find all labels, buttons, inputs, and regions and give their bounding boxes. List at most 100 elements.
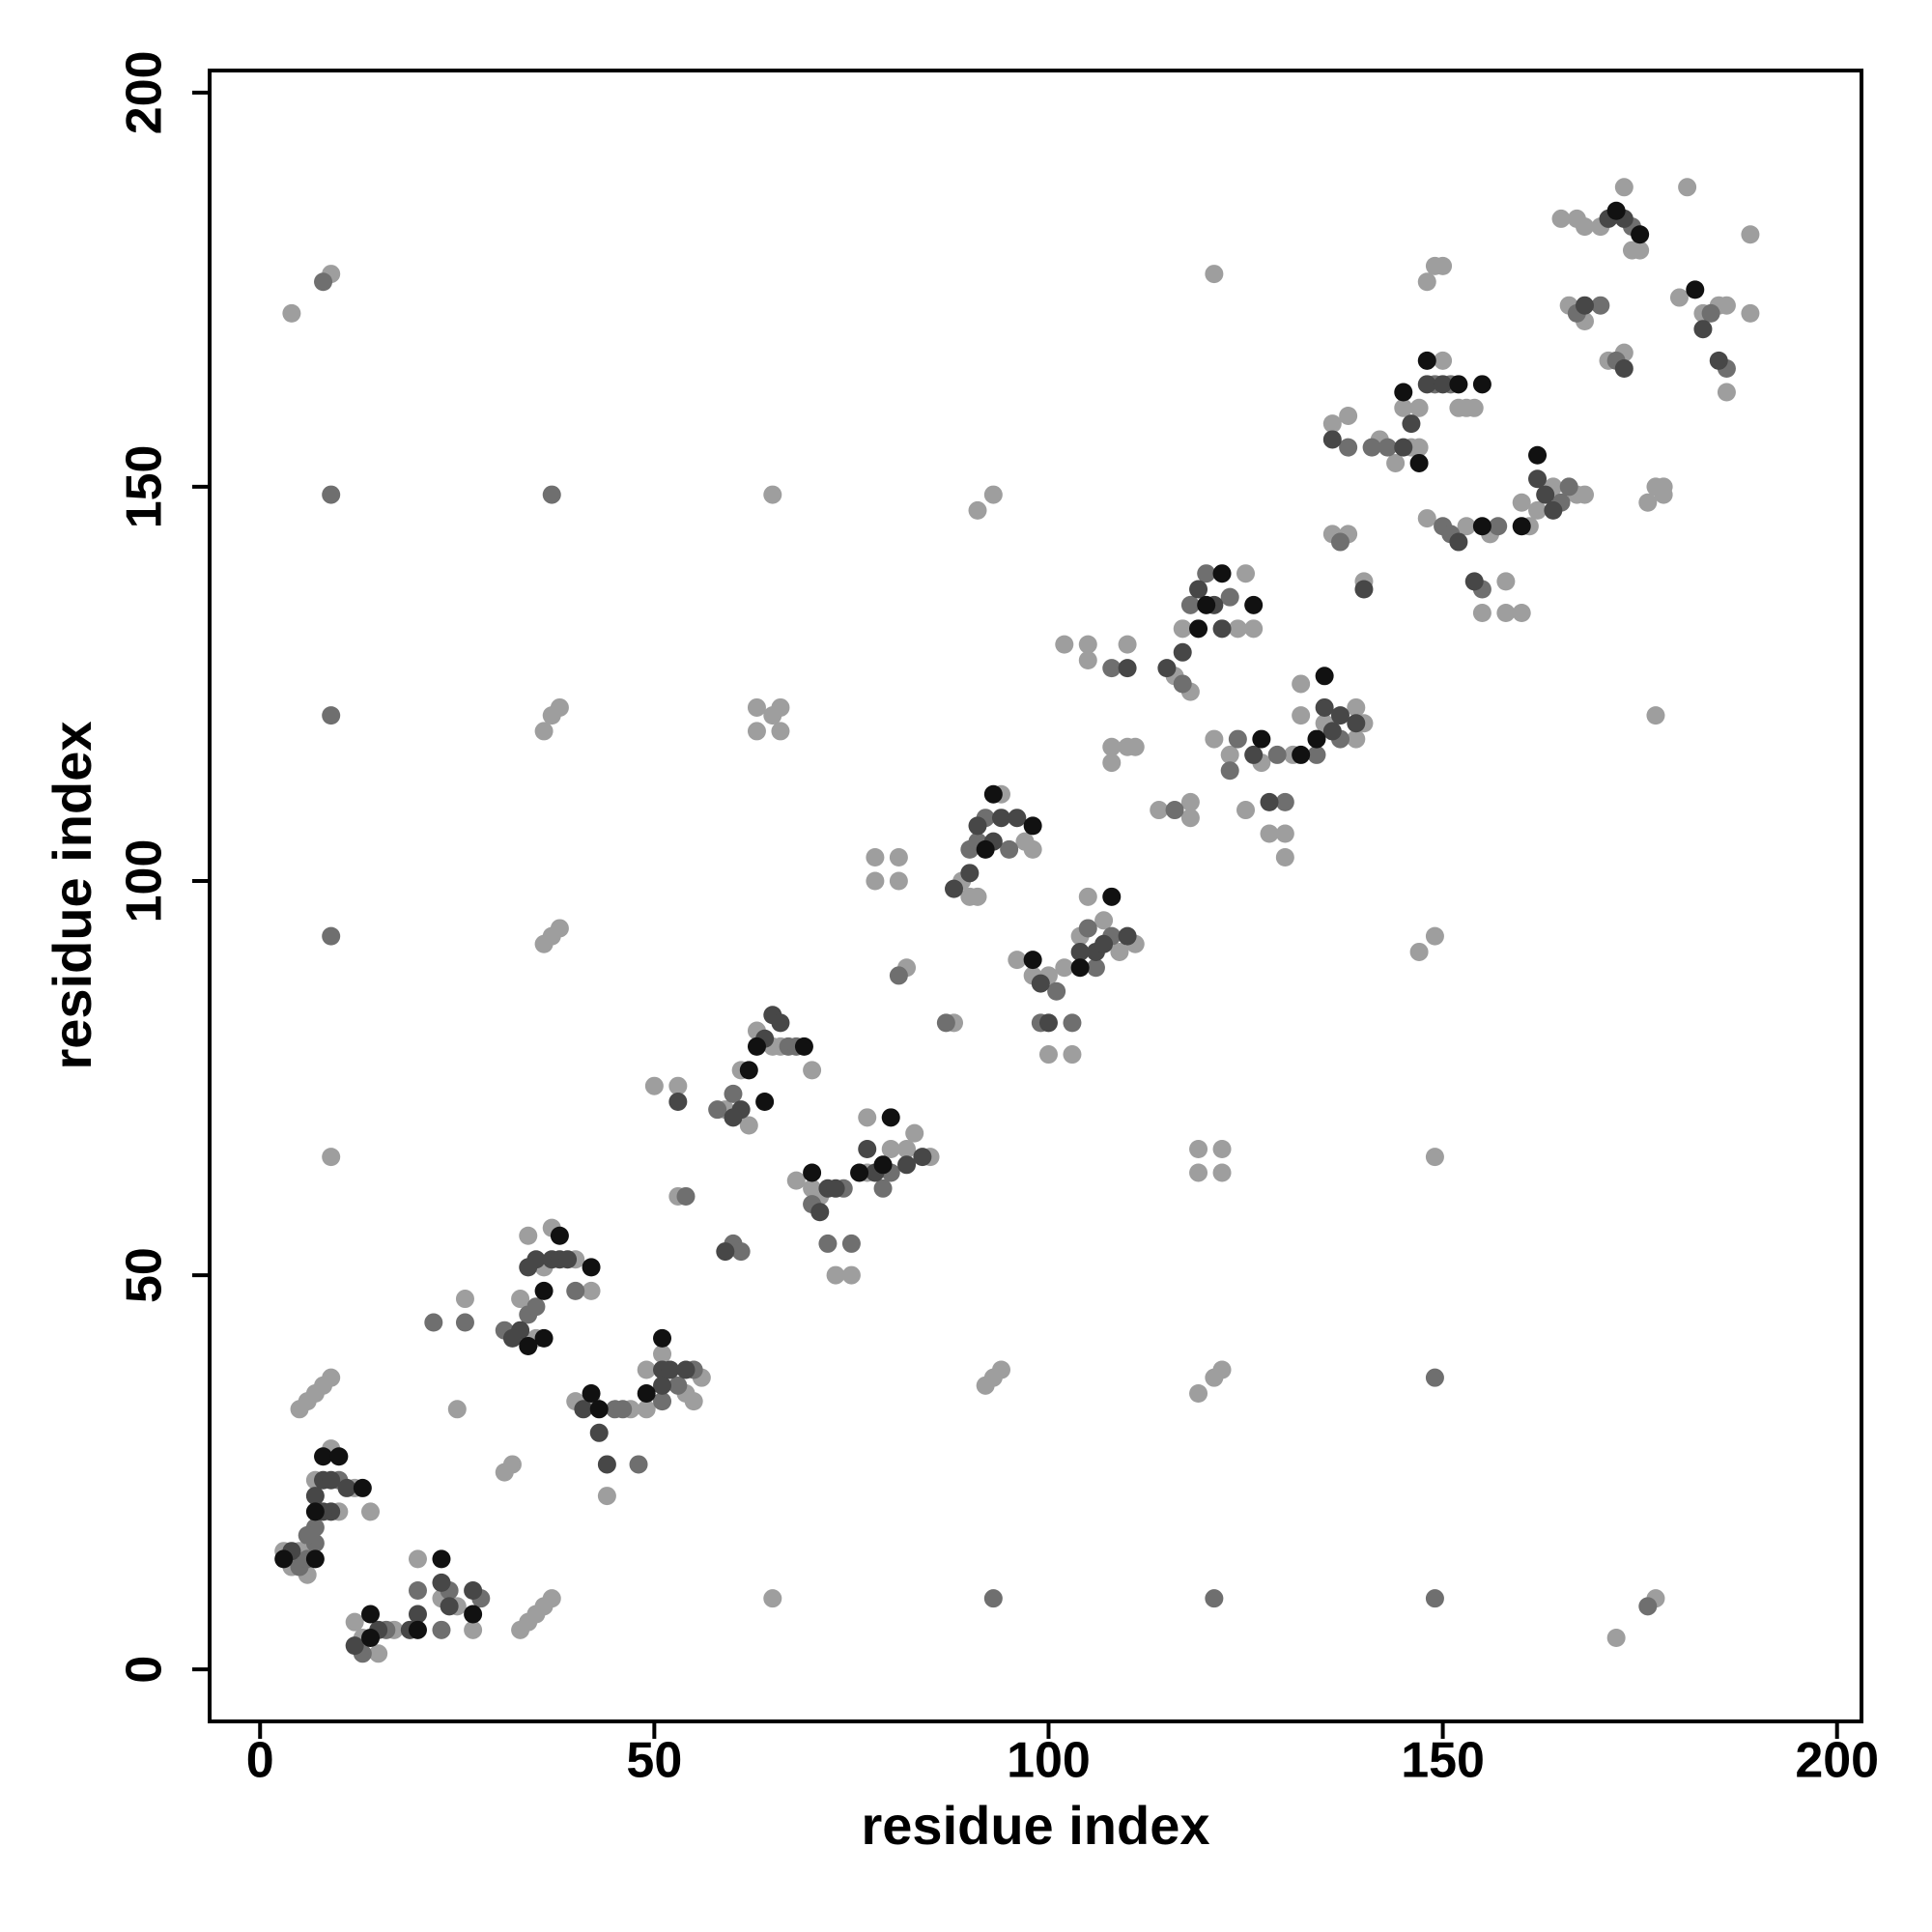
contact-point [1434,375,1453,394]
contact-point [731,1242,751,1262]
contact-point [771,697,790,717]
contact-point [464,1581,483,1601]
contact-point [1669,288,1689,307]
contact-point [305,1502,325,1521]
contact-point [983,784,1003,804]
contact-point [1591,296,1610,315]
contact-point [1606,201,1626,220]
contact-point [976,839,995,859]
contact-point [739,1061,758,1080]
contact-point [1322,414,1342,434]
contact-point [345,1636,364,1656]
contact-point [1394,383,1413,402]
contact-point [1417,351,1436,370]
contact-point [1646,706,1665,725]
contact-point [1693,320,1713,339]
contact-point [1307,745,1326,764]
contact-point [1000,839,1019,859]
x-axis-title: residue index [861,1795,1209,1856]
contact-point [850,1163,869,1182]
contact-point [637,1400,656,1419]
contact-point [337,1478,356,1497]
contact-point [1102,887,1122,906]
contact-point [613,1400,633,1419]
contact-point [534,1328,554,1348]
contact-point [1394,398,1413,417]
contact-point [534,722,554,741]
contact-point [1086,958,1105,978]
contact-point [1449,532,1468,552]
contact-point [1559,477,1578,497]
contact-point [708,1100,727,1120]
contact-point [589,1400,609,1419]
contact-point [637,1383,656,1403]
contact-point [534,1281,554,1300]
contact-point [1425,1148,1444,1167]
contact-point [1275,792,1294,811]
contact-point [1220,587,1239,607]
contact-point [1220,745,1239,764]
contact-point [1008,951,1027,970]
contact-point [1260,824,1279,843]
contact-point [1173,619,1192,639]
contact-point [1094,934,1114,953]
contact-point [1031,974,1050,993]
contact-point [1339,438,1358,457]
contact-point [361,1605,381,1624]
y-tick-label: 100 [117,839,173,923]
contact-point [322,485,341,504]
contact-point [1409,438,1429,457]
contact-point [526,1297,546,1317]
contact-point [361,1502,381,1521]
contact-point [668,1076,688,1095]
contact-point [464,1605,483,1624]
contact-point [1614,359,1634,379]
contact-point [1394,438,1413,457]
contact-point [1701,303,1720,323]
contact-point [1631,241,1650,260]
contact-point [1709,351,1728,370]
contact-point [1228,729,1247,749]
contact-point [1425,1368,1444,1387]
contact-point [913,1148,932,1167]
contact-point [455,1313,474,1332]
contact-point [1315,697,1334,717]
contact-point [1094,911,1114,930]
plot-marks [274,178,1760,1663]
contact-point [1717,383,1736,402]
contact-point [1292,674,1311,694]
contact-point [1354,580,1374,599]
contact-point [322,1368,341,1387]
contact-point [1576,485,1595,504]
contact-point [322,1148,341,1167]
contact-point [1205,265,1224,284]
contact-point [668,1093,688,1112]
contact-point [763,1589,782,1608]
y-tick-label: 50 [117,1247,173,1303]
contact-point [1741,303,1760,323]
contact-point [968,816,987,836]
contact-point [322,706,341,725]
contact-point [1055,635,1074,654]
contact-point [408,1581,427,1601]
contact-point [542,1589,561,1608]
contact-point [1063,1045,1082,1065]
contact-point [455,1290,474,1309]
contact-point [298,1525,317,1545]
contact-point [936,1013,955,1033]
contact-point [1197,564,1216,583]
contact-point [329,1447,349,1466]
contact-point [322,1470,341,1490]
contact-point [810,1203,830,1222]
contact-point [1378,438,1397,457]
contact-point [1409,453,1429,472]
contact-point [1102,753,1122,773]
contact-point [1212,1163,1232,1182]
contact-point [653,1328,672,1348]
contact-point [305,1549,325,1569]
contact-point [826,1179,845,1198]
contact-point [1078,919,1097,938]
contact-point [747,1037,766,1056]
contact-point [716,1242,735,1262]
contact-point [1023,839,1042,859]
